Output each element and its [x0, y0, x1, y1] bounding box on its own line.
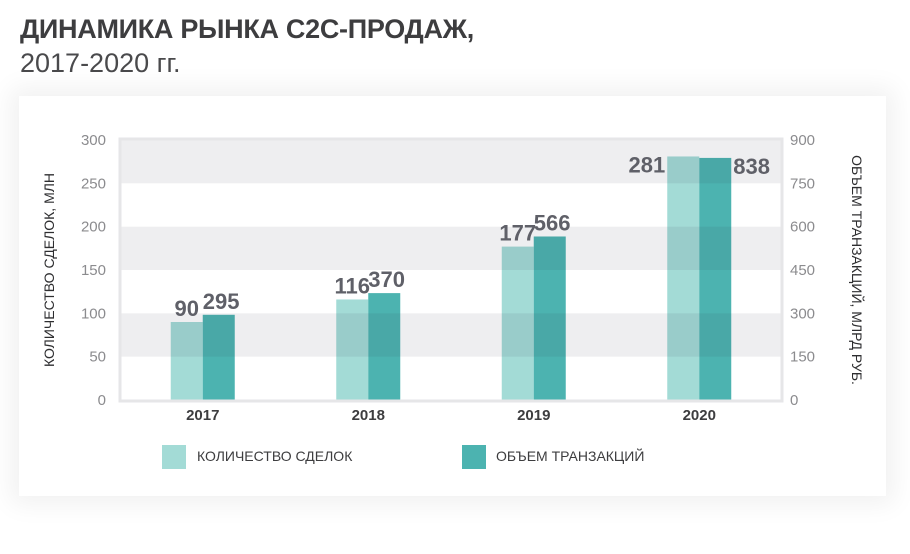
- bar-deals-2017: [170, 322, 203, 400]
- y-tick-right: 150: [790, 349, 815, 366]
- data-label-deals-2018: 116: [335, 273, 371, 298]
- y-tick-right: 900: [790, 132, 815, 149]
- data-label-volume-2020: 838: [733, 154, 770, 179]
- y-tick-right: 750: [790, 175, 815, 192]
- data-label-deals-2019: 177: [499, 221, 536, 246]
- y-tick-left: 300: [81, 132, 106, 149]
- x-tick-label: 2019: [517, 407, 550, 424]
- chart-card: [19, 96, 886, 496]
- y-tick-left: 0: [98, 392, 106, 409]
- legend-label-volume: ОБЪЕМ ТРАНЗАКЦИЙ: [496, 447, 644, 464]
- data-label-deals-2017: 90: [175, 296, 199, 321]
- x-tick-label: 2017: [186, 407, 219, 424]
- bar-deals-2018: [336, 299, 369, 400]
- y-tick-right: 300: [790, 305, 815, 322]
- x-tick-label: 2020: [683, 407, 716, 424]
- x-tick-label: 2018: [352, 407, 385, 424]
- data-label-volume-2017: 295: [203, 289, 240, 314]
- grid-band: [120, 226, 782, 270]
- data-label-deals-2020: 281: [629, 152, 666, 177]
- bar-deals-2020: [667, 156, 700, 400]
- y-tick-left: 250: [81, 175, 106, 192]
- y-tick-left: 50: [89, 349, 106, 366]
- grid-band: [120, 140, 782, 184]
- bar-volume-2017: [202, 314, 235, 400]
- legend-label-deals: КОЛИЧЕСТВО СДЕЛОК: [197, 448, 353, 464]
- y-tick-left: 150: [81, 262, 106, 279]
- y-tick-right: 450: [790, 262, 815, 279]
- y-tick-left: 200: [81, 219, 106, 236]
- bar-deals-2019: [501, 246, 534, 400]
- y-tick-right: 600: [790, 219, 815, 236]
- y-tick-right: 0: [790, 392, 798, 409]
- y-axis-label-left: КОЛИЧЕСТВО СДЕЛОК, МЛН: [41, 173, 57, 367]
- bar-volume-2019: [533, 236, 566, 400]
- data-label-volume-2018: 370: [368, 267, 405, 292]
- y-tick-left: 100: [81, 305, 106, 322]
- page-subtitle: 2017-2020 гг.: [20, 48, 181, 78]
- bar-volume-2020: [699, 157, 732, 400]
- legend-swatch-volume: [462, 445, 486, 469]
- y-axis-label-right: ОБЪЕМ ТРАНЗАКЦИЙ, МЛРД РУБ.: [849, 155, 866, 385]
- grid-band: [120, 313, 782, 357]
- bar-volume-2018: [368, 293, 401, 400]
- plot-border: [118, 137, 784, 403]
- data-label-volume-2019: 566: [534, 210, 571, 235]
- page-title: ДИНАМИКА РЫНКА C2C-ПРОДАЖ,: [20, 14, 474, 44]
- legend-swatch-deals: [162, 445, 186, 469]
